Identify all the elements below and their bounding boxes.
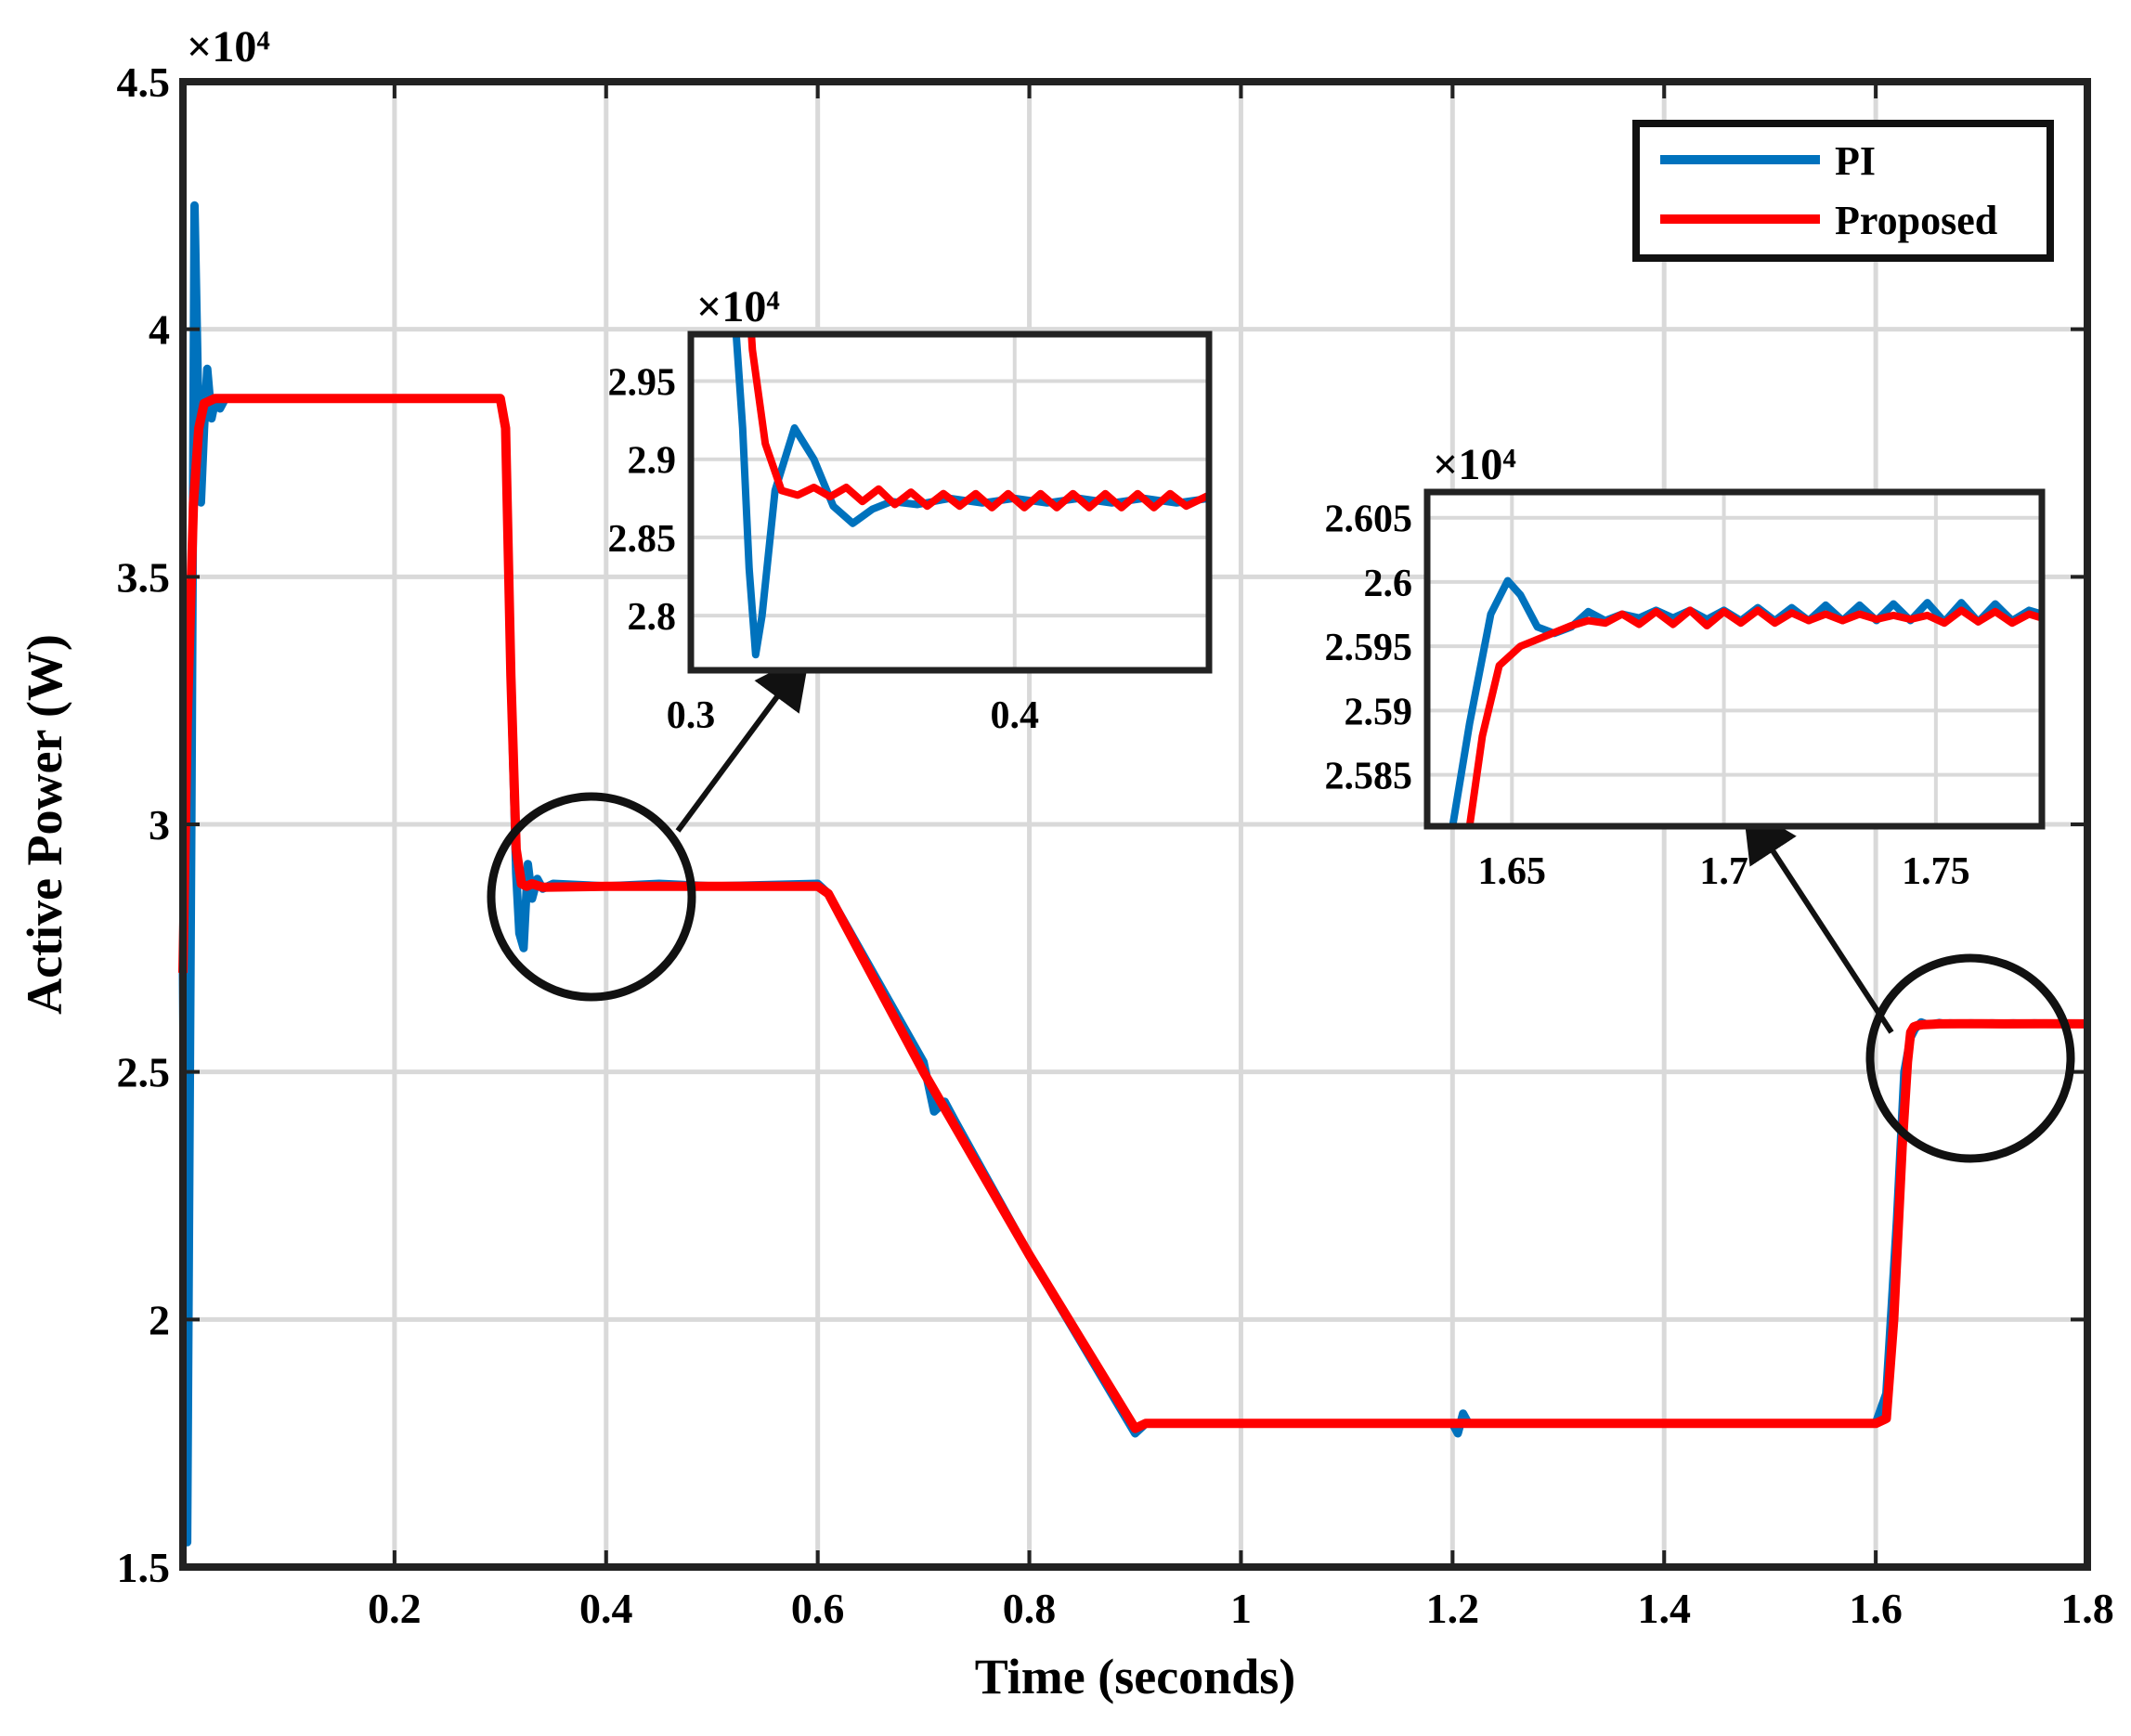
y-tick-label: 4.5 — [117, 58, 171, 106]
y-tick-label: 3 — [149, 801, 170, 849]
y-tick-label: 2.5 — [117, 1049, 171, 1096]
zoom-region-circle — [487, 792, 696, 1002]
inset-plot-lines — [1449, 577, 2042, 826]
y-axis-title: Active Power (W) — [17, 634, 72, 1015]
inset-y-tick-label: 2.595 — [1325, 627, 1413, 669]
legend: PI Proposed — [1632, 120, 2054, 262]
x-tick-label: 1.6 — [1849, 1585, 1903, 1632]
inset-series-line-proposed — [747, 334, 1209, 512]
y-tick-label: 2 — [149, 1296, 170, 1343]
legend-label-proposed: Proposed — [1835, 198, 1997, 243]
y-tick-label: 4 — [149, 306, 170, 354]
x-tick-label: 1.8 — [2060, 1585, 2114, 1632]
legend-box — [1632, 120, 2054, 262]
zoom-inset-1: 0.3 0.4 2.8 2.85 2.9 2.95 ×10⁴ — [608, 282, 1213, 737]
main-plot-lines — [178, 201, 2088, 1547]
inset-x-tick-label: 1.7 — [1699, 850, 1748, 893]
zoom-arrow — [1742, 804, 1894, 1034]
zoom-callouts — [487, 652, 2075, 1163]
inset-frame — [687, 330, 1213, 674]
inset-x-tick-label: 1.75 — [1902, 850, 1970, 893]
inset-plot-lines — [732, 334, 1209, 659]
zoom-region-circle — [1865, 953, 2075, 1163]
inset-series-line-proposed — [1465, 606, 2042, 826]
inset-y-tick-label: 2.95 — [608, 362, 677, 405]
inset-x-tick-label: 0.4 — [991, 694, 1040, 737]
inset-y-tick-label: 2.6 — [1364, 563, 1413, 605]
x-tick-label: 1.2 — [1426, 1585, 1480, 1632]
x-tick-label: 1 — [1230, 1585, 1252, 1632]
x-tick-label: 0.4 — [579, 1585, 633, 1632]
zoom-inset-2: 1.65 1.7 1.75 2.585 2.59 2.595 2.6 2.605 ×10⁴ — [1325, 440, 2046, 893]
y-tick-label: 1.5 — [117, 1544, 171, 1591]
legend-label-pi: PI — [1835, 138, 1876, 184]
x-axis-title: Time (seconds) — [975, 1649, 1296, 1704]
inset-y-exponent-label: ×10⁴ — [1433, 440, 1516, 489]
inset-y-tick-label: 2.8 — [628, 596, 677, 639]
x-tick-label: 0.6 — [791, 1585, 845, 1632]
inset-background — [1427, 492, 2042, 826]
inset-x-tick-label: 0.3 — [667, 694, 716, 737]
x-tick-label: 1.4 — [1637, 1585, 1691, 1632]
series-line-proposed — [178, 394, 2088, 1433]
inset-y-exponent-label: ×10⁴ — [696, 282, 780, 331]
inset-frame — [1423, 488, 2046, 830]
x-tick-label: 0.2 — [368, 1585, 422, 1632]
main-axes: 0.2 0.4 0.6 0.8 1 1.2 1.4 1.6 1.8 1.5 2 2.5 3 3.5 4 4.5… — [117, 22, 2114, 1632]
y-exponent-label: ×10⁴ — [187, 22, 270, 71]
x-tick-label: 0.8 — [1003, 1585, 1057, 1632]
inset-y-tick-label: 2.85 — [608, 518, 677, 561]
inset-x-tick-label: 1.65 — [1478, 850, 1547, 893]
y-tick-label: 3.5 — [117, 553, 171, 601]
inset-y-tick-label: 2.585 — [1325, 756, 1413, 798]
inset-y-tick-label: 2.605 — [1325, 499, 1413, 541]
inset-y-tick-label: 2.9 — [628, 440, 677, 483]
inset-y-tick-label: 2.59 — [1345, 691, 1413, 733]
main-ticks: 0.2 0.4 0.6 0.8 1 1.2 1.4 1.6 1.8 1.5 2 2.5 3 3.5 4 4.5 — [117, 58, 2114, 1632]
zoom-arrow — [675, 652, 811, 833]
